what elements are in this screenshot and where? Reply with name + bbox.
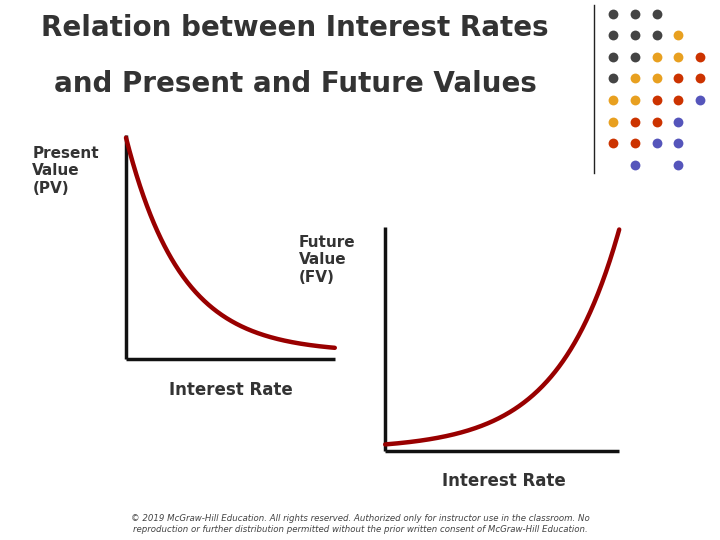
Point (629, 31, 641, 39)
Point (694, 74, 706, 83)
Point (672, 52, 684, 61)
Point (629, 96, 641, 104)
Point (672, 96, 684, 104)
Point (629, 117, 641, 126)
Point (608, 74, 619, 83)
Point (651, 74, 662, 83)
Point (629, 74, 641, 83)
Text: Present
Value
(PV): Present Value (PV) (32, 146, 99, 195)
Point (608, 139, 619, 147)
Point (651, 52, 662, 61)
Text: Relation between Interest Rates: Relation between Interest Rates (41, 14, 549, 42)
Text: Future
Value
(FV): Future Value (FV) (299, 235, 356, 285)
Text: and Present and Future Values: and Present and Future Values (54, 70, 536, 98)
Point (651, 9, 662, 18)
Point (608, 52, 619, 61)
Point (629, 52, 641, 61)
Point (651, 139, 662, 147)
Text: Interest Rate: Interest Rate (168, 381, 292, 399)
Point (672, 31, 684, 39)
Point (608, 9, 619, 18)
Point (672, 160, 684, 169)
Point (672, 139, 684, 147)
Text: © 2019 McGraw-Hill Education. All rights reserved. Authorized only for instructo: © 2019 McGraw-Hill Education. All rights… (130, 514, 590, 534)
Point (629, 139, 641, 147)
Point (672, 117, 684, 126)
Point (672, 74, 684, 83)
Point (608, 117, 619, 126)
Point (651, 96, 662, 104)
Text: Interest Rate: Interest Rate (442, 472, 566, 490)
Point (629, 160, 641, 169)
Point (608, 96, 619, 104)
Point (651, 31, 662, 39)
Point (651, 117, 662, 126)
Point (694, 52, 706, 61)
Point (694, 96, 706, 104)
Point (608, 31, 619, 39)
Point (629, 9, 641, 18)
